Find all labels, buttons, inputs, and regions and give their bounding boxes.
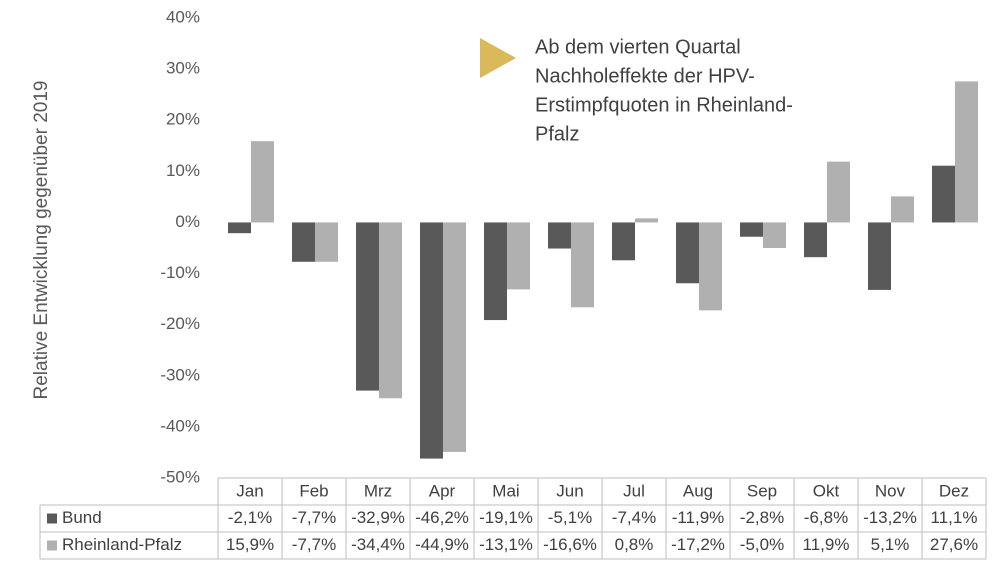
bar	[932, 165, 955, 223]
legend-label: Rheinland-Pfalz	[62, 535, 182, 554]
bar	[356, 222, 379, 391]
x-tick-label: Okt	[813, 481, 840, 500]
y-tick-label: 20%	[166, 110, 200, 129]
legend-key	[47, 513, 57, 524]
y-tick-label: 30%	[166, 59, 200, 78]
data-label: -6,8%	[804, 508, 848, 527]
bar	[763, 222, 786, 248]
x-tick-label: Apr	[429, 481, 456, 500]
bar	[635, 218, 658, 223]
x-tick-label: Sep	[747, 481, 777, 500]
data-label: -7,4%	[612, 508, 656, 527]
bar	[315, 222, 338, 262]
x-tick-label: Feb	[299, 481, 328, 500]
x-tick-label: Jan	[236, 481, 263, 500]
x-tick-label: Nov	[875, 481, 906, 500]
y-tick-label: -10%	[160, 263, 200, 282]
x-tick-label: Aug	[683, 481, 713, 500]
data-label: -16,6%	[543, 535, 597, 554]
data-label: 11,9%	[803, 535, 850, 554]
bar	[420, 222, 443, 459]
bar	[548, 222, 571, 249]
bar	[251, 141, 274, 223]
bar	[868, 222, 891, 290]
bar	[571, 222, 594, 308]
bar	[827, 161, 850, 223]
data-label: -7,7%	[292, 535, 336, 554]
x-tick-label: Jul	[623, 481, 645, 500]
data-label: -19,1%	[479, 508, 533, 527]
x-tick-label: Mrz	[364, 481, 392, 500]
data-label: -17,2%	[671, 535, 725, 554]
bar	[379, 222, 402, 399]
bar	[804, 222, 827, 258]
y-tick-label: -40%	[160, 416, 200, 435]
bar	[740, 222, 763, 237]
annotation: Erstimpfquoten in Rheinland-	[535, 94, 793, 116]
annotation: Ab dem vierten Quartal	[535, 36, 741, 58]
data-label: -2,8%	[740, 508, 784, 527]
data-label: -13,1%	[479, 535, 533, 554]
legend-key	[47, 540, 57, 551]
annotation: Nachholeffekte der HPV-	[535, 65, 755, 87]
data-label: -2,1%	[228, 508, 272, 527]
y-tick-label: 10%	[166, 161, 200, 180]
y-axis-label: Relative Entwicklung gegenüber 2019	[31, 81, 52, 400]
data-label: -34,4%	[351, 535, 405, 554]
y-tick-label: -50%	[160, 467, 200, 486]
data-label: 5,1%	[871, 535, 910, 554]
data-label: 0,8%	[615, 535, 654, 554]
annotation-arrow	[480, 38, 516, 78]
bar	[955, 81, 978, 223]
x-tick-label: Jun	[556, 481, 583, 500]
bar	[228, 222, 251, 234]
bar	[612, 222, 635, 261]
data-label: 27,6%	[930, 535, 978, 554]
bar	[443, 222, 466, 452]
data-label: -32,9%	[351, 508, 405, 527]
data-label: -44,9%	[415, 535, 469, 554]
bar	[699, 222, 722, 311]
y-tick-label: -20%	[160, 314, 200, 333]
y-tick-label: 0%	[175, 212, 200, 231]
x-tick-label: Dez	[939, 481, 969, 500]
data-label: 11,1%	[931, 508, 978, 527]
x-tick-label: Mai	[492, 481, 519, 500]
legend-label: Bund	[62, 508, 102, 527]
data-label: 15,9%	[226, 535, 274, 554]
bar	[507, 222, 530, 290]
data-label: -5,0%	[740, 535, 784, 554]
y-tick-label: -30%	[160, 365, 200, 384]
y-tick-label: 40%	[166, 7, 200, 26]
annotation: Pfalz	[535, 123, 579, 145]
data-label: -46,2%	[415, 508, 469, 527]
data-label: -7,7%	[292, 508, 336, 527]
bar	[891, 196, 914, 223]
bar	[484, 222, 507, 321]
data-label: -11,9%	[672, 508, 725, 527]
data-label: -5,1%	[548, 508, 592, 527]
bar	[676, 222, 699, 284]
data-label: -13,2%	[863, 508, 917, 527]
bar	[292, 222, 315, 262]
